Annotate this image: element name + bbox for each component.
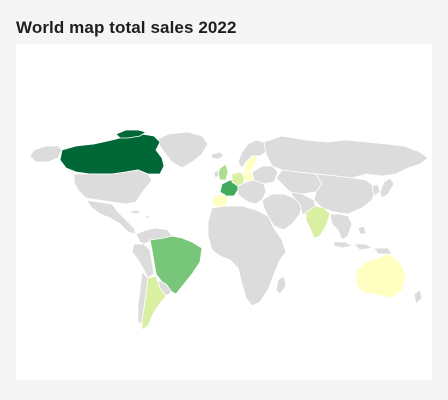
caribbean-region[interactable]	[127, 209, 151, 220]
southeast-asia-region[interactable]	[329, 213, 353, 241]
mexico-region[interactable]	[85, 199, 137, 235]
country-canada-islands[interactable]	[115, 129, 147, 139]
world-map	[29, 129, 429, 331]
ireland-region[interactable]	[213, 169, 220, 179]
usa-region[interactable]	[73, 169, 153, 205]
country-france[interactable]	[219, 179, 239, 197]
country-argentina[interactable]	[141, 275, 167, 331]
country-india[interactable]	[305, 205, 331, 239]
iceland-region[interactable]	[210, 151, 225, 160]
map-card	[16, 44, 432, 380]
japan-korea-region[interactable]	[371, 177, 395, 199]
new-zealand-region[interactable]	[413, 289, 423, 305]
central-asia-region[interactable]	[275, 169, 323, 195]
country-united-kingdom[interactable]	[217, 163, 229, 181]
madagascar-region[interactable]	[275, 275, 287, 295]
africa-region[interactable]	[207, 205, 287, 307]
greenland-region[interactable]	[155, 131, 209, 169]
country-australia[interactable]	[355, 253, 407, 299]
middle-east-region[interactable]	[261, 193, 303, 231]
china-region[interactable]	[313, 173, 377, 215]
country-brazil[interactable]	[149, 235, 203, 295]
country-canada[interactable]	[59, 133, 165, 175]
chart-title: World map total sales 2022	[16, 18, 237, 37]
peru-bolivia-region[interactable]	[131, 243, 155, 279]
alaska-region[interactable]	[29, 145, 63, 163]
eastern-europe-region[interactable]	[251, 165, 279, 185]
indonesia-region[interactable]	[333, 225, 393, 255]
